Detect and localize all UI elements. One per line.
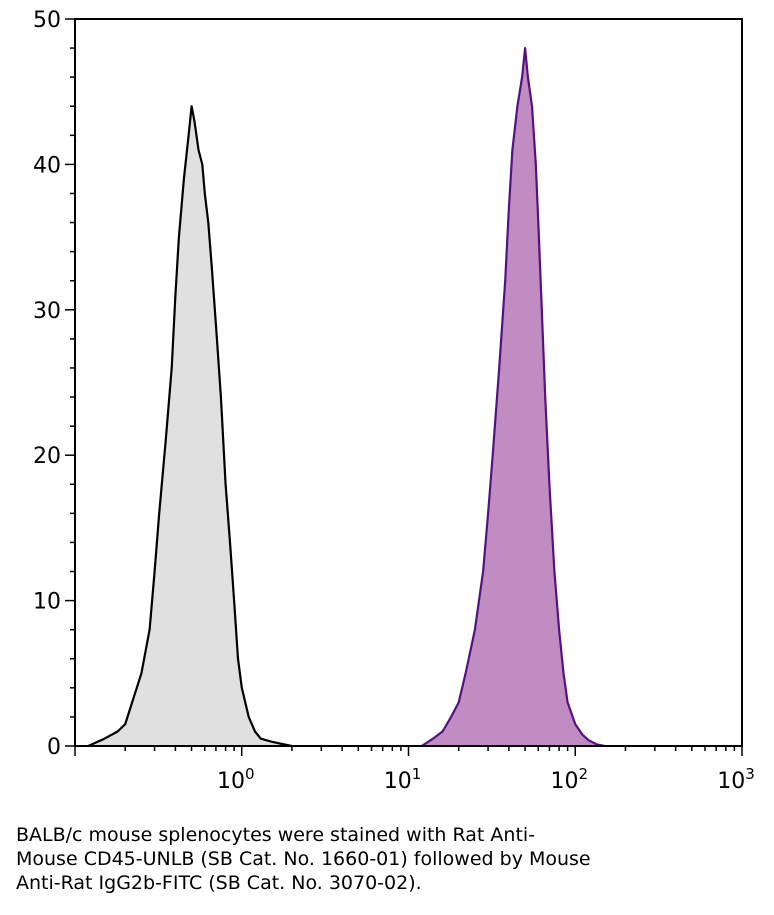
series-2-line <box>421 47 605 748</box>
series-1-fill <box>88 106 292 746</box>
x-tick-label: 100 <box>217 765 255 794</box>
y-tick-label: 20 <box>33 444 61 469</box>
x-tick-label: 101 <box>384 765 422 794</box>
caption-line-2: Mouse CD45-UNLB (SB Cat. No. 1660-01) fo… <box>16 848 591 870</box>
series-2-fill <box>421 48 605 747</box>
histogram-chart: 0 10 20 30 40 50 100 101 102 103 <box>33 8 755 794</box>
y-tick-label: 50 <box>33 8 61 33</box>
y-tick-label: 10 <box>33 590 61 615</box>
figure-caption: BALB/c mouse splenocytes were stained wi… <box>16 823 756 895</box>
axis-layer: 0 10 20 30 40 50 100 101 102 103 <box>33 8 755 794</box>
y-tick-label: 30 <box>33 299 61 324</box>
x-tick-label: 103 <box>717 765 755 794</box>
caption-line-3: Anti-Rat IgG2b-FITC (SB Cat. No. 3070-02… <box>16 872 422 894</box>
y-tick-label: 40 <box>33 153 61 178</box>
y-tick-label: 0 <box>47 735 61 760</box>
series-1-line <box>87 105 293 748</box>
plot-frame <box>74 18 743 747</box>
caption-line-1: BALB/c mouse splenocytes were stained wi… <box>16 824 536 846</box>
x-tick-label: 102 <box>550 765 588 794</box>
series-layer <box>87 47 605 748</box>
